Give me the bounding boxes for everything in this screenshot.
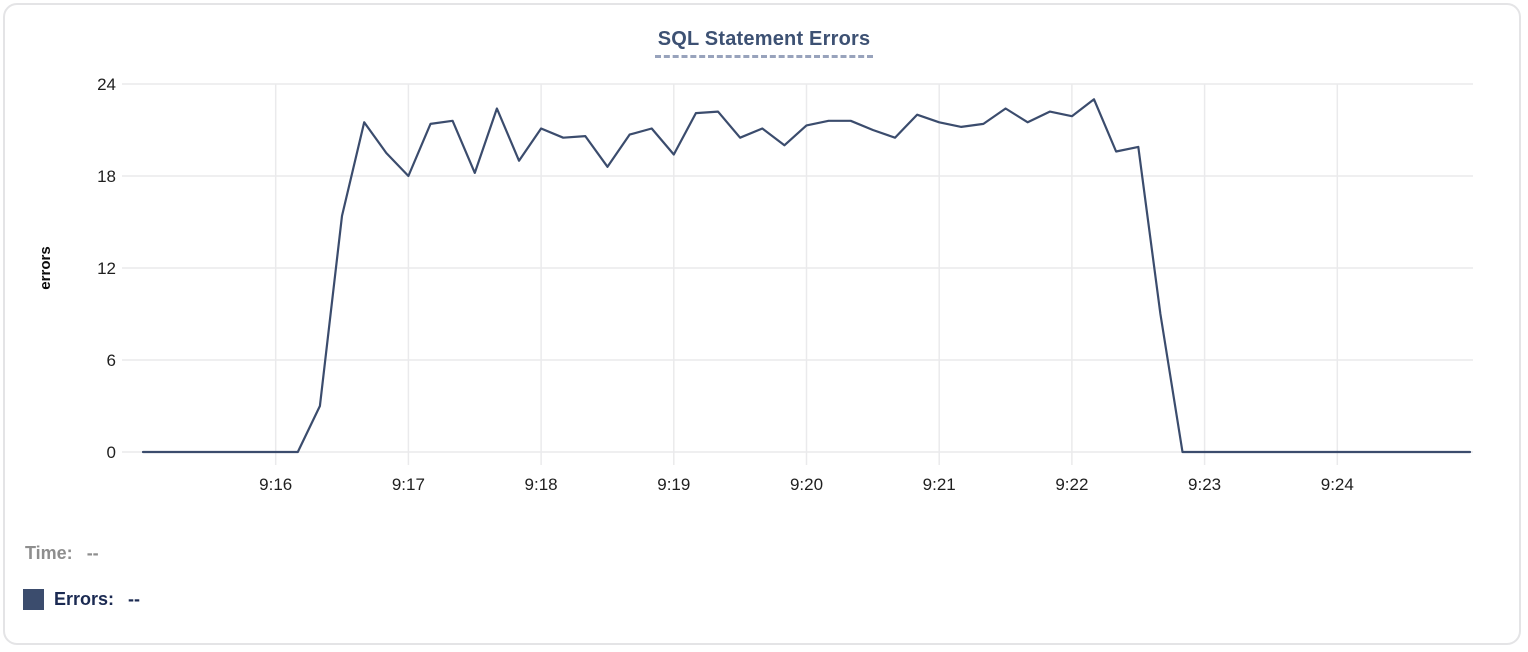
y-tick-label: 18 [97, 167, 116, 186]
tooltip-time-label: Time: [25, 543, 73, 563]
tooltip-time-row: Time: -- [25, 543, 99, 564]
tooltip-time-value: -- [86, 543, 99, 563]
y-tick-label: 24 [97, 75, 116, 94]
y-tick-label: 6 [107, 351, 116, 370]
y-axis-tick-labels: 0 6 12 18 24 [97, 75, 116, 462]
vertical-gridlines [274, 84, 1339, 465]
x-axis-tick-labels: 9:16 9:17 9:18 9:19 9:20 9:21 9:22 9:23 9:24 [259, 475, 1354, 494]
chart-title-wrap: SQL Statement Errors [0, 28, 1528, 58]
x-tick-label: 9:21 [923, 475, 956, 494]
y-axis-title: errors [37, 246, 54, 289]
horizontal-gridlines [122, 83, 1473, 453]
y-tick-label: 0 [107, 443, 116, 462]
x-tick-label: 9:18 [525, 475, 558, 494]
errors-line-chart[interactable]: 0 6 12 18 24 9:16 9:17 9:18 9:19 9:20 9:21 9:22 9:2… [0, 0, 1528, 505]
tooltip-errors-label: Errors: [54, 589, 115, 609]
chart-title[interactable]: SQL Statement Errors [654, 28, 874, 58]
x-tick-label: 9:24 [1321, 475, 1354, 494]
x-tick-label: 9:22 [1055, 475, 1088, 494]
x-tick-label: 9:16 [259, 475, 292, 494]
tooltip-errors-row: Errors: -- [23, 589, 140, 610]
x-tick-label: 9:17 [392, 475, 425, 494]
errors-series-line[interactable] [141, 98, 1472, 454]
errors-series-swatch [23, 589, 44, 610]
y-tick-label: 12 [97, 259, 116, 278]
chart-card [3, 3, 1521, 645]
x-tick-label: 9:23 [1188, 475, 1221, 494]
x-tick-label: 9:20 [790, 475, 823, 494]
x-tick-label: 9:19 [657, 475, 690, 494]
tooltip-errors-value: -- [128, 589, 141, 609]
